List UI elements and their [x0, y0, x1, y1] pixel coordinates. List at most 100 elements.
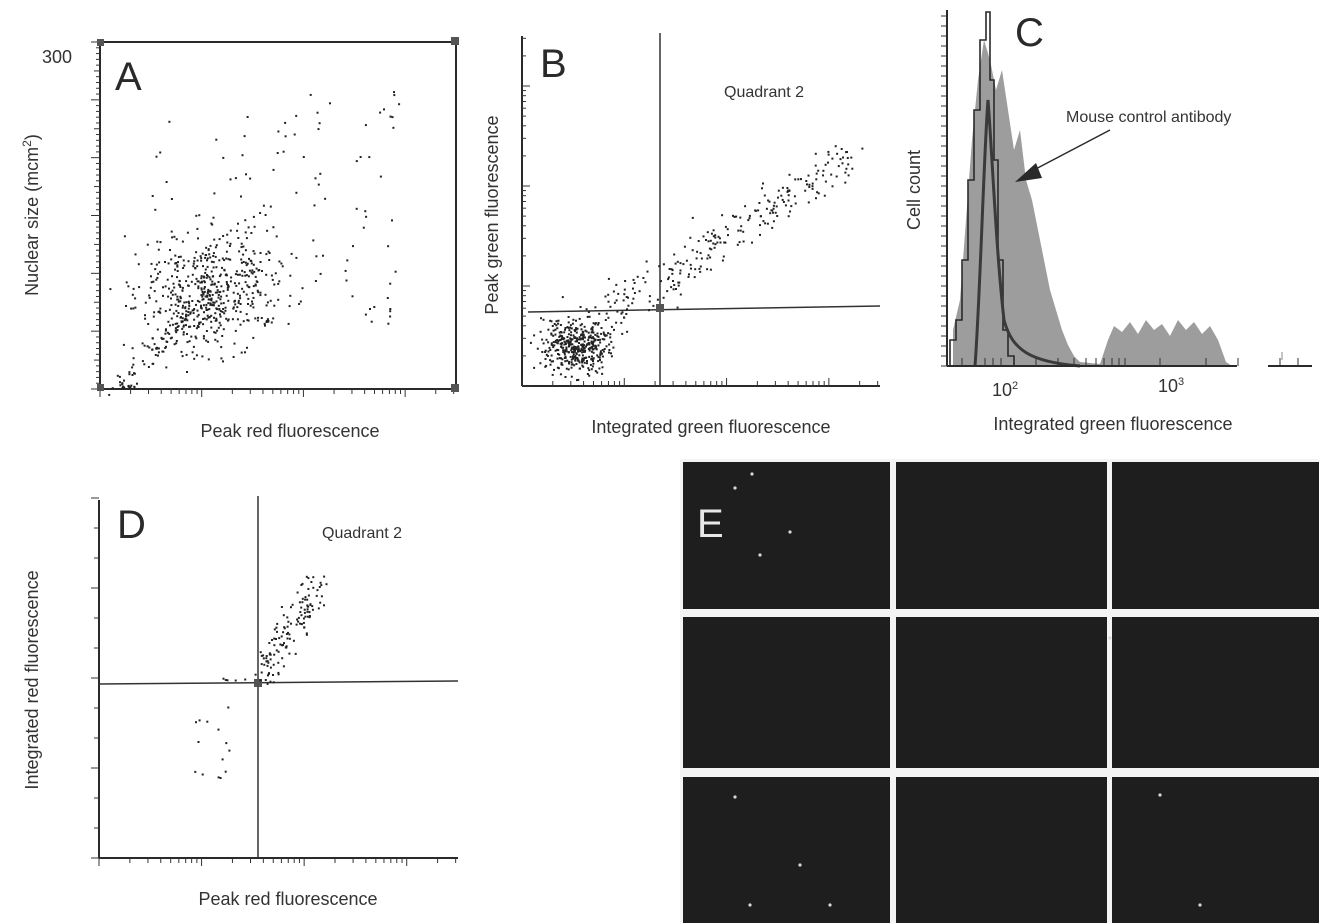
panel-b-point	[781, 198, 784, 201]
panel-d-point	[283, 626, 286, 629]
panel-a-point	[172, 312, 175, 315]
panel-b-point	[693, 276, 696, 279]
panel-a-point	[221, 335, 224, 337]
panel-b-scatter: B Quadrant 2 Integrated green fluorescen…	[482, 33, 881, 437]
panel-d-point	[271, 639, 273, 641]
panel-a-point	[216, 291, 218, 294]
panel-a-point	[254, 283, 257, 286]
panel-d-point	[264, 679, 267, 681]
panel-a-point	[218, 259, 221, 262]
panel-b-point	[550, 360, 553, 363]
panel-b-point	[591, 348, 594, 351]
panel-a-point	[173, 343, 176, 346]
panel-a-point	[171, 289, 174, 292]
panel-a-point	[208, 316, 211, 319]
panel-b-point	[784, 204, 787, 207]
panel-a-point	[166, 331, 169, 334]
panel-b-point	[607, 277, 610, 280]
panel-d-point	[284, 646, 287, 649]
panel-a-point	[365, 215, 368, 218]
panel-b-point	[627, 296, 629, 299]
panel-b-point	[595, 345, 598, 348]
panel-a-point	[129, 386, 132, 389]
panel-b-point	[845, 167, 848, 170]
panel-b-point	[687, 275, 690, 278]
panel-b-point	[600, 361, 603, 364]
panel-b-point	[597, 339, 600, 341]
panel-a-point	[181, 289, 184, 292]
panel-b-point	[588, 343, 591, 346]
panel-d-point	[317, 607, 320, 610]
panel-a-point	[146, 243, 149, 246]
panel-b-point	[707, 254, 710, 257]
panel-b-point	[676, 306, 679, 309]
panel-a-point	[206, 274, 209, 277]
panel-a-point	[237, 299, 240, 302]
micrograph-tile	[1112, 777, 1319, 923]
panel-b-point	[804, 189, 807, 192]
panel-a-point	[242, 320, 245, 323]
panel-a-point	[207, 298, 210, 301]
panel-c-x-tick-1000: 103	[1158, 376, 1184, 396]
panel-a-point	[161, 338, 164, 340]
panel-d-point	[206, 720, 209, 723]
panel-a-point	[195, 277, 198, 280]
panel-a-point	[203, 281, 206, 284]
panel-b-point	[552, 341, 555, 344]
panel-b-point	[721, 259, 724, 262]
micrograph-speck	[798, 863, 802, 867]
panel-a-point	[214, 319, 217, 322]
panel-a-point	[241, 274, 244, 277]
panel-a-point	[314, 280, 317, 282]
panel-b-point	[607, 316, 610, 319]
panel-d-point	[275, 638, 277, 640]
panel-a-point	[188, 325, 190, 328]
panel-a-point	[205, 306, 208, 309]
panel-a-point	[206, 259, 208, 262]
panel-b-point	[667, 278, 670, 281]
panel-a-point	[233, 342, 236, 345]
panel-d-point	[299, 611, 302, 614]
panel-a-point	[218, 308, 221, 310]
panel-a-point	[197, 280, 200, 283]
panel-b-point	[633, 282, 636, 284]
panel-a-point	[164, 329, 167, 332]
panel-b-point	[591, 355, 593, 358]
panel-a-point	[212, 304, 215, 307]
panel-b-point	[590, 346, 593, 349]
panel-a-point	[185, 314, 188, 317]
panel-b-point	[671, 272, 674, 275]
panel-b-point	[562, 351, 565, 353]
panel-a-point	[199, 281, 202, 284]
panel-a-point	[193, 308, 196, 310]
panel-a-point	[219, 298, 222, 301]
panel-b-point	[562, 349, 565, 352]
panel-a-point	[239, 297, 242, 300]
panel-d-point	[283, 642, 285, 645]
panel-a-point	[175, 331, 178, 334]
panel-d-point	[281, 657, 284, 660]
panel-a-point	[245, 264, 248, 267]
panel-a-point	[181, 320, 184, 323]
panel-a-point	[143, 344, 146, 347]
panel-b-point	[682, 263, 685, 266]
panel-d-point	[266, 682, 269, 685]
panel-a-point	[196, 315, 199, 318]
panel-b-point	[607, 332, 610, 335]
panel-a-point	[203, 287, 206, 290]
panel-b-point	[564, 327, 567, 329]
panel-a-point	[147, 323, 150, 325]
panel-a-point	[203, 317, 206, 320]
panel-b-point	[625, 313, 628, 315]
panel-a-point	[204, 268, 207, 271]
panel-b-point	[553, 344, 556, 347]
panel-a-point	[232, 291, 235, 294]
micrograph-tile	[896, 462, 1107, 609]
panel-b-point	[633, 292, 636, 294]
panel-a-point	[187, 314, 190, 317]
panel-a-point	[170, 291, 172, 294]
panel-b-point	[570, 349, 573, 352]
panel-a-point	[220, 285, 223, 288]
panel-a-point	[215, 285, 218, 288]
panel-b-point	[586, 360, 588, 362]
